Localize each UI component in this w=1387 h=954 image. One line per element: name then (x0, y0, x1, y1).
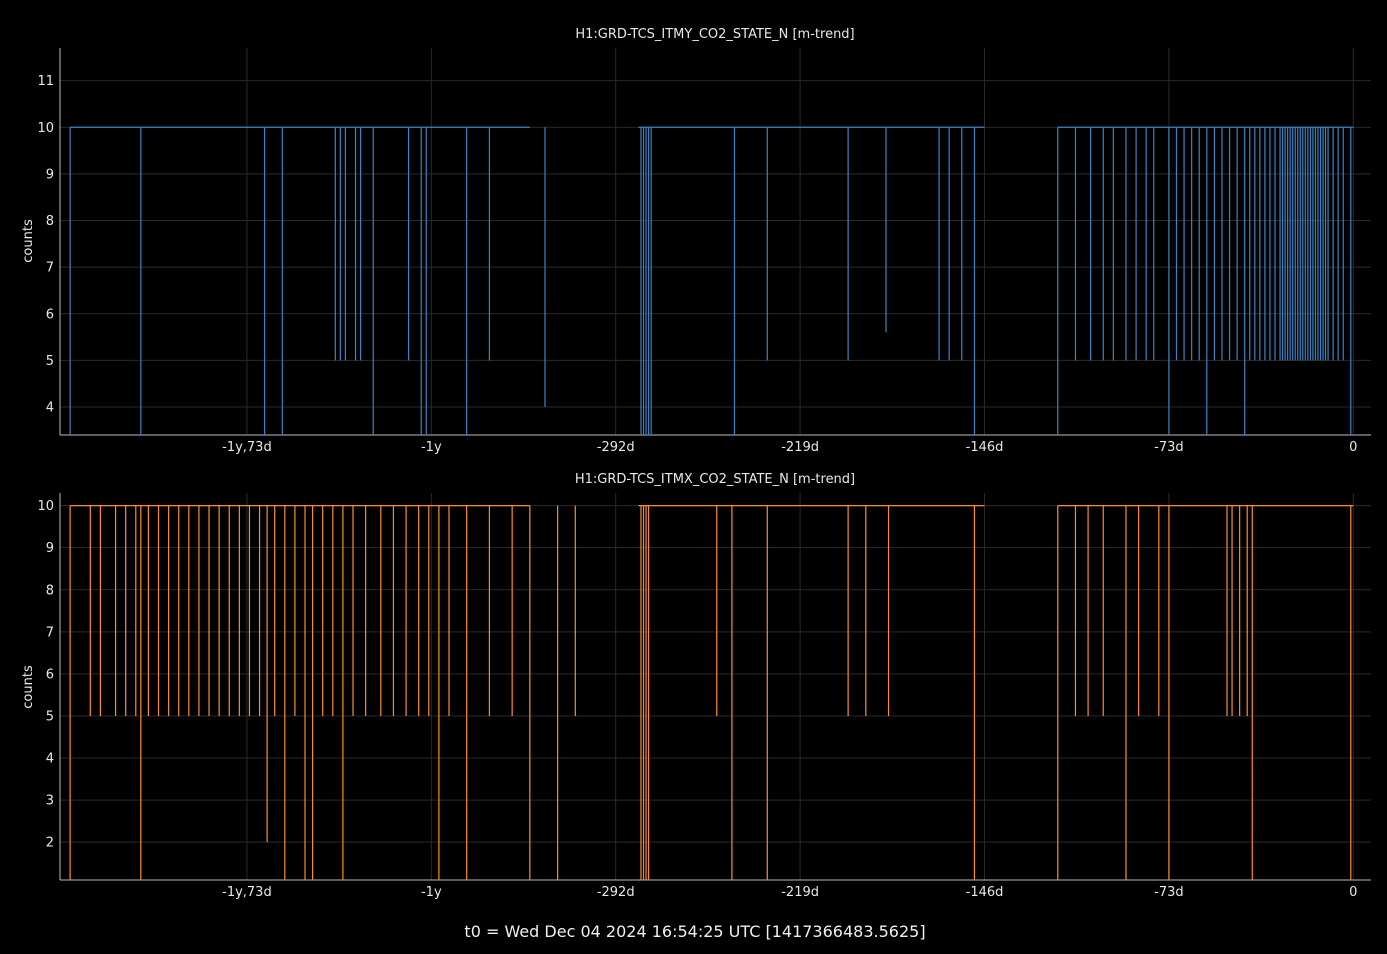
y-tick-label: 6 (46, 307, 54, 322)
y-tick-label: 9 (46, 167, 54, 182)
itmx-panel: H1:GRD-TCS_ITMX_CO2_STATE_N [m-trend] co… (21, 472, 1371, 900)
y-tick-label: 8 (46, 583, 54, 598)
x-tick-label: -73d (1154, 440, 1184, 455)
x-tick-label: -1y (421, 885, 442, 900)
x-tick-label: -146d (966, 885, 1004, 900)
t0-footer: t0 = Wed Dec 04 2024 16:54:25 UTC [14173… (464, 922, 925, 941)
x-tick-label: 0 (1349, 440, 1357, 455)
x-tick-label: 0 (1349, 885, 1357, 900)
itmx-chart-title: H1:GRD-TCS_ITMX_CO2_STATE_N [m-trend] (575, 472, 855, 487)
y-tick-label: 10 (37, 121, 54, 136)
y-tick-label: 11 (37, 74, 54, 89)
y-tick-label: 9 (46, 541, 54, 556)
itmy-panel: H1:GRD-TCS_ITMY_CO2_STATE_N [m-trend] co… (21, 27, 1371, 455)
x-tick-label: -292d (597, 885, 635, 900)
itmx-y-axis-label: counts (21, 665, 36, 709)
x-tick-label: -73d (1154, 885, 1184, 900)
y-tick-label: 8 (46, 214, 54, 229)
y-tick-label: 2 (46, 836, 54, 851)
itmy-chart-title: H1:GRD-TCS_ITMY_CO2_STATE_N [m-trend] (575, 27, 854, 42)
y-tick-label: 6 (46, 667, 54, 682)
y-tick-label: 4 (46, 401, 54, 416)
y-tick-label: 3 (46, 794, 54, 809)
itmy-y-axis-label: counts (21, 219, 36, 263)
y-tick-label: 7 (46, 261, 54, 276)
x-tick-label: -146d (966, 440, 1004, 455)
y-tick-label: 5 (46, 709, 54, 724)
x-tick-label: -1y,73d (222, 440, 272, 455)
x-tick-label: -219d (781, 440, 819, 455)
x-tick-label: -1y,73d (222, 885, 272, 900)
y-tick-label: 10 (37, 499, 54, 514)
y-tick-label: 5 (46, 354, 54, 369)
x-tick-label: -1y (421, 440, 442, 455)
y-tick-label: 7 (46, 625, 54, 640)
x-tick-label: -292d (597, 440, 635, 455)
x-tick-label: -219d (781, 885, 819, 900)
y-tick-label: 4 (46, 752, 54, 767)
